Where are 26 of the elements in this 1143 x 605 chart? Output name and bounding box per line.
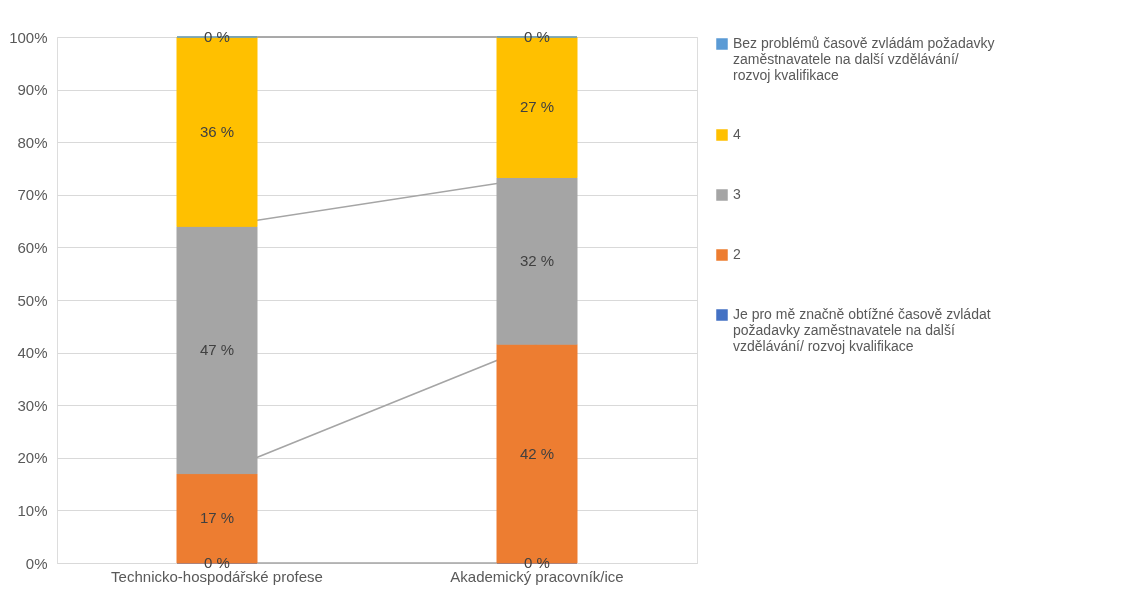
- y-tick-label: 0%: [25, 554, 48, 572]
- data-label: 0 %: [204, 28, 230, 45]
- data-label: 0 %: [524, 28, 550, 45]
- legend-label: 4: [733, 126, 741, 142]
- data-label: 32 %: [519, 251, 555, 269]
- data-label: 47 %: [199, 340, 235, 358]
- y-tick-label: 40%: [17, 344, 48, 362]
- legend-label: 2: [733, 246, 741, 262]
- y-tick-label: 30%: [17, 396, 48, 414]
- y-tick-label: 70%: [17, 186, 48, 204]
- legend-label: Bez problémů časově zvládám požadavky zaměstnavatele na další vzdělávání/ rozvoj kvalifikace: [733, 35, 995, 83]
- x-tick-label: Akademický pracovník/ice: [450, 567, 624, 585]
- data-label: 27 %: [519, 98, 555, 116]
- y-tick-label: 90%: [17, 81, 48, 99]
- y-tick-label: 100%: [9, 28, 48, 46]
- data-label: 36 %: [199, 122, 235, 140]
- data-label: 42 %: [519, 444, 555, 462]
- y-tick-label: 50%: [17, 291, 48, 309]
- y-tick-label: 20%: [17, 449, 48, 467]
- y-tick-label: 80%: [17, 133, 48, 151]
- legend-label: 3: [733, 186, 741, 202]
- legend-label: Je pro mě značně obtížné časově zvládat požadavky zaměstnavatele na další vzdělávání/ rozvoj kvalifikace: [733, 306, 991, 354]
- x-tick-label: Technicko-hospodářské profese: [111, 567, 323, 585]
- y-tick-label: 10%: [17, 501, 48, 519]
- y-tick-label: 60%: [17, 238, 48, 256]
- data-label: 17 %: [199, 509, 235, 527]
